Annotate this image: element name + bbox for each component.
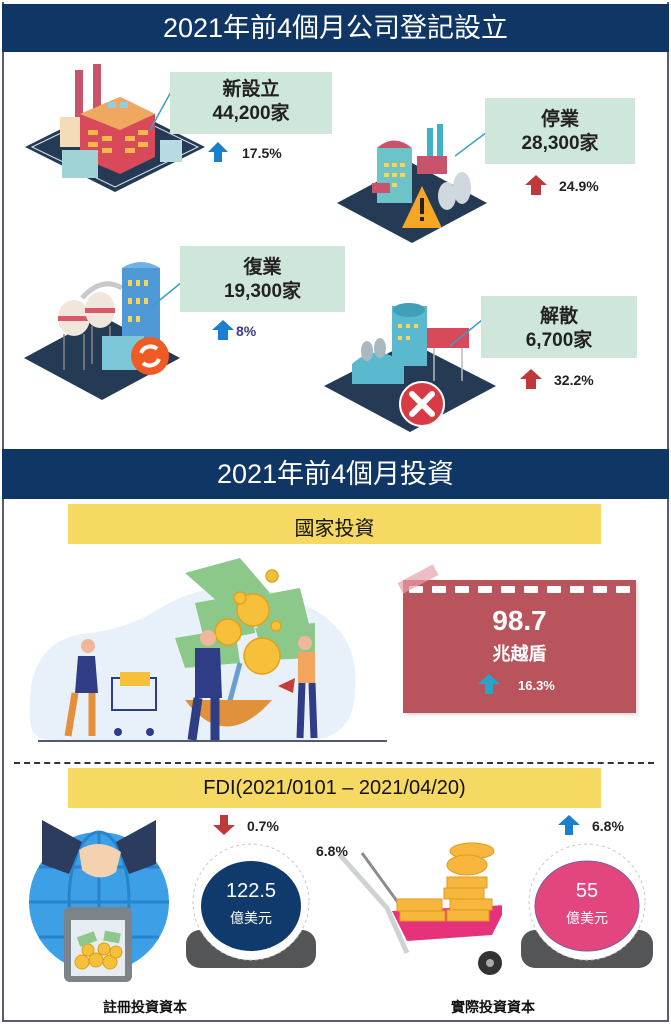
connector-line — [450, 319, 483, 347]
arrow-up-icon — [212, 320, 234, 342]
stat-value: 6,700家 — [525, 330, 593, 351]
change-value: 0.7% — [247, 818, 279, 834]
stat-box-suspended: 停業 28,300家 — [485, 98, 635, 164]
disbursed-capital-caption: 實際投資資本 — [451, 999, 535, 1015]
film-perforations — [409, 586, 630, 593]
wheelbarrow-coins-illustration — [332, 833, 507, 988]
change-new-registration: 17.5% — [208, 142, 282, 164]
fdi-heading: FDI(2021/0101 – 2021/04/20) — [68, 768, 601, 808]
arrow-up-icon — [520, 369, 542, 391]
stat-value: 19,300家 — [223, 281, 302, 302]
arrow-down-icon — [213, 815, 235, 837]
stat-box-dissolved: 解散 6,700家 — [481, 296, 637, 358]
heading-label: 國家投資 — [294, 518, 375, 540]
dissolved-factory-illustration — [322, 296, 497, 446]
change-value: 16.3% — [518, 678, 555, 693]
national-investment-heading: 國家投資 — [68, 504, 601, 544]
section-title: 2021年前4個月投資 — [216, 459, 455, 489]
stat-box-resumed: 復業 19,300家 — [180, 246, 345, 312]
change-dissolved: 32.2% — [520, 369, 594, 391]
registered-capital-change: 0.7% — [213, 815, 279, 837]
change-resumed: 8% — [212, 320, 256, 342]
registered-capital-badge: 122.5 億美元 — [176, 840, 326, 978]
national-investment-change: 16.3% — [478, 674, 555, 697]
heading-label: FDI(2021/0101 – 2021/04/20) — [203, 777, 466, 799]
arrow-up-icon — [525, 175, 547, 197]
national-investment-card: 98.7 兆越盾 16.3% — [403, 580, 636, 713]
stat-label: 復業 — [243, 257, 282, 278]
registered-capital-caption: 註冊投資資本 — [103, 999, 187, 1015]
stat-label: 停業 — [540, 109, 579, 130]
arrow-up-icon — [208, 142, 228, 164]
stat-box-new-registration: 新設立 44,200家 — [170, 72, 332, 134]
arrow-up-icon — [558, 815, 580, 837]
disbursed-capital-badge: 55 億美元 — [513, 840, 661, 978]
stat-label: 新設立 — [222, 79, 280, 100]
change-value: 32.2% — [554, 372, 594, 388]
section-divider — [14, 762, 654, 764]
section-banner-company-registration: 2021年前4個月公司登記設立 — [2, 4, 669, 52]
arrow-up-icon — [478, 674, 500, 697]
connector-line — [150, 89, 173, 130]
change-value: 17.5% — [242, 145, 282, 161]
connector-line — [455, 131, 488, 157]
section-title: 2021年前4個月公司登記設立 — [162, 13, 509, 43]
change-value: 6.8% — [592, 818, 624, 834]
connector-line — [150, 281, 183, 309]
registered-capital-value: 122.5 — [225, 880, 277, 902]
change-value: 24.9% — [559, 178, 599, 194]
disbursed-capital-value: 55 — [575, 880, 599, 902]
resumed-factory-illustration — [22, 258, 182, 408]
section-banner-investment: 2021年前4個月投資 — [2, 449, 669, 499]
stat-value: 28,300家 — [521, 133, 599, 154]
national-investment-value: 98.7 — [492, 605, 547, 636]
change-value: 8% — [236, 323, 257, 339]
new-factory-illustration — [20, 62, 210, 202]
registered-capital-unit: 億美元 — [230, 910, 272, 926]
disbursed-capital-change: 6.8% — [558, 815, 624, 837]
change-suspended: 24.9% — [525, 175, 599, 197]
stat-label: 解散 — [539, 306, 578, 327]
disbursed-capital-unit: 億美元 — [566, 910, 608, 926]
suspended-factory-illustration — [332, 118, 492, 253]
handshake-globe-illustration — [24, 812, 174, 995]
national-investment-unit: 兆越盾 — [492, 644, 547, 664]
money-tree-illustration — [10, 548, 390, 751]
wheelbarrow-side-note: 6.8% — [316, 843, 348, 859]
side-note-value: 6.8% — [316, 843, 348, 859]
stat-value: 44,200家 — [212, 103, 290, 124]
